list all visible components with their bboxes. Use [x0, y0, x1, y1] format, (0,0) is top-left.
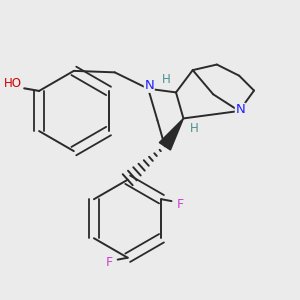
Text: H: H [190, 122, 199, 135]
Text: HO: HO [4, 77, 22, 90]
Text: F: F [176, 198, 184, 211]
Text: N: N [236, 103, 245, 116]
Text: N: N [144, 79, 154, 92]
Text: F: F [106, 256, 113, 269]
Text: H: H [162, 73, 171, 86]
Polygon shape [159, 118, 183, 150]
